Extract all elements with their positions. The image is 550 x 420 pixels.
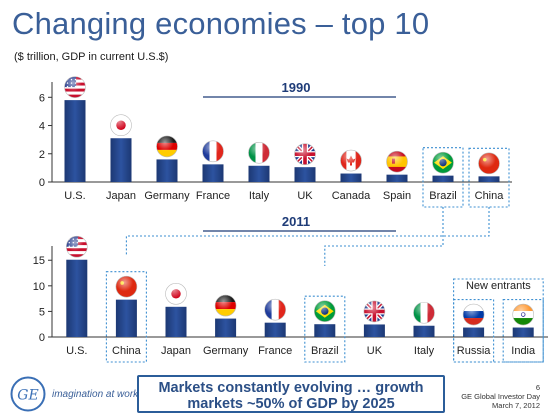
svg-text:GE: GE — [17, 388, 38, 404]
y-tick-label: 15 — [33, 255, 45, 267]
russia-flag-icon — [462, 303, 485, 326]
ge-logo-icon: GE — [10, 376, 46, 412]
bar-brazil — [314, 324, 336, 337]
bar-germany — [156, 159, 178, 182]
china-flag-icon — [115, 275, 138, 298]
x-tick-label: China — [475, 190, 505, 202]
brazil-flag-icon — [313, 300, 336, 323]
x-tick-label: Russia — [457, 345, 492, 357]
new-entrants-box — [453, 278, 544, 363]
highlight-box-brazil — [422, 147, 464, 208]
bar-canada — [340, 173, 362, 182]
x-tick-label: Germany — [144, 190, 190, 202]
highlight-box-china — [105, 271, 147, 363]
x-tick-label: Japan — [106, 190, 136, 202]
x-tick-label: U.S. — [64, 190, 85, 202]
x-tick-label: Italy — [414, 345, 435, 357]
bar-france — [202, 164, 224, 182]
france-flag-icon — [264, 298, 287, 321]
highlight-box-china — [468, 147, 510, 208]
y-tick-label: 10 — [33, 281, 45, 293]
bar-brazil — [432, 175, 454, 182]
y-tick-label: 0 — [39, 177, 45, 189]
x-tick-label: Italy — [249, 190, 270, 202]
us-flag-icon — [66, 235, 88, 258]
uk-flag-icon — [294, 143, 316, 165]
slide-info: 6 GE Global Investor Day March 7, 2012 — [461, 383, 540, 410]
event-name: GE Global Investor Day — [461, 392, 540, 401]
x-tick-label: Canada — [332, 190, 371, 202]
japan-flag-icon — [165, 283, 187, 305]
x-tick-label: UK — [297, 190, 313, 202]
x-tick-label: India — [511, 345, 536, 357]
x-tick-label: Spain — [383, 190, 411, 202]
message-box: Markets constantly evolving … growth mar… — [137, 375, 445, 413]
bar-uk — [294, 167, 316, 182]
bar-china — [115, 299, 137, 337]
bar-japan — [110, 138, 132, 182]
chart-2011: 0 5 10 15 2011 U.S. China Japan Germany France Bra… — [33, 214, 548, 363]
highlight-box-brazil — [304, 295, 346, 363]
x-tick-label: Germany — [203, 345, 249, 357]
x-tick-label: Japan — [161, 345, 191, 357]
y-tick-label: 6 — [39, 92, 45, 104]
bar-russia — [463, 327, 485, 337]
bar-germany — [215, 318, 237, 337]
bar-china — [478, 176, 500, 182]
x-tick-label: France — [258, 345, 292, 357]
canada-flag-icon — [340, 149, 362, 172]
x-tick-label: France — [196, 190, 230, 202]
x-tick-label: Brazil — [429, 190, 457, 202]
spain-flag-icon — [386, 150, 408, 173]
bar-uk — [363, 324, 385, 337]
y-tick-label: 0 — [39, 332, 45, 344]
uk-flag-icon — [363, 300, 386, 323]
ge-tagline: imagination at work — [52, 389, 139, 400]
china-flag-icon — [478, 152, 500, 175]
x-tick-label: UK — [367, 345, 383, 357]
bar-italy — [248, 165, 270, 182]
germany-flag-icon — [156, 135, 178, 158]
y-tick-label: 5 — [39, 306, 45, 318]
germany-flag-icon — [214, 294, 237, 317]
bar-us — [66, 259, 88, 337]
y-tick-label: 2 — [39, 149, 45, 161]
bar-us — [64, 100, 86, 182]
chart-subtitle: ($ trillion, GDP in current U.S.$) — [14, 51, 169, 63]
x-tick-label: China — [112, 345, 142, 357]
new-entrants-label: New entrants — [466, 280, 531, 292]
italy-flag-icon — [248, 141, 270, 164]
slide-number: 6 — [535, 383, 540, 392]
event-date: March 7, 2012 — [492, 401, 540, 410]
y-tick-label: 4 — [39, 121, 45, 133]
japan-flag-icon — [110, 114, 132, 137]
brazil-flag-icon — [432, 151, 454, 174]
us-flag-icon — [64, 76, 86, 98]
page-title: Changing economies – top 10 — [12, 6, 430, 41]
x-tick-label: Brazil — [311, 345, 339, 357]
italy-flag-icon — [413, 301, 435, 324]
chart-year-label: 1990 — [282, 80, 311, 95]
bar-italy — [413, 325, 435, 337]
china-connector — [125, 207, 490, 255]
message-line-1: Markets constantly evolving … growth — [158, 380, 424, 396]
india-flag-icon — [512, 303, 535, 326]
bar-spain — [386, 174, 408, 182]
bar-france — [264, 322, 286, 337]
message-line-2: markets ~50% of GDP by 2025 — [187, 396, 395, 412]
bar-japan — [165, 306, 187, 337]
highlight-box-india — [502, 298, 544, 363]
chart-1990: 0 2 4 6 1990 U.S. Japan Germany France Italy UK Can… — [39, 76, 512, 208]
x-tick-label: U.S. — [66, 345, 87, 357]
chart-year-label: 2011 — [282, 214, 310, 229]
connector-lines — [125, 207, 544, 363]
france-flag-icon — [202, 140, 224, 163]
bar-india — [512, 327, 534, 337]
